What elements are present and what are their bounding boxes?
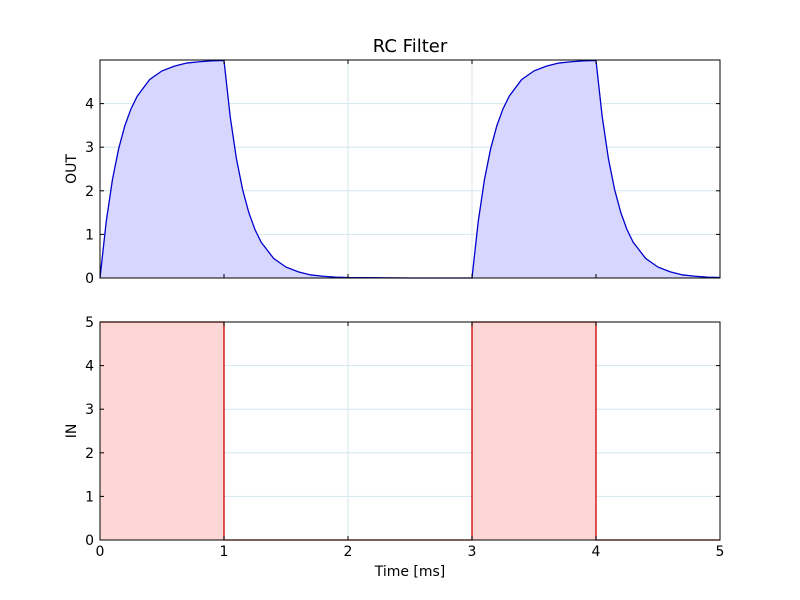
axes-out: 0 1 2 3 4 — [85, 59, 721, 287]
y-axis-label-in: IN — [64, 424, 80, 439]
in-ytick-label: 3 — [85, 402, 94, 418]
in-xtick-label: 1 — [220, 544, 229, 560]
in-xtick-label: 4 — [592, 544, 601, 560]
y-axis-label-out: OUT — [64, 154, 80, 184]
out-ytick-label: 4 — [85, 97, 94, 113]
chart-title: RC Filter — [373, 36, 448, 57]
in-xtick-label: 0 — [96, 544, 105, 560]
x-axis-label: Time [ms] — [374, 564, 446, 580]
out-ytick-label: 2 — [85, 184, 94, 200]
out-ytick-label: 3 — [85, 140, 94, 156]
in-ytick-label: 0 — [85, 533, 94, 549]
in-series-fill — [100, 322, 720, 540]
out-ytick-label: 0 — [85, 271, 94, 287]
out-series-fill — [100, 60, 720, 278]
in-ytick-label: 5 — [85, 315, 94, 331]
in-axes-frame — [99, 321, 721, 541]
in-ytick-label: 4 — [85, 359, 94, 375]
out-axes-frame — [99, 59, 721, 279]
in-series-line — [100, 321, 720, 541]
in-ytick-label: 2 — [85, 446, 94, 462]
out-ytick-label: 1 — [85, 227, 94, 243]
in-xtick-label: 5 — [716, 544, 725, 560]
in-xtick-label: 3 — [468, 544, 477, 560]
in-xtick-label: 2 — [344, 544, 353, 560]
axes-in: 0 1 2 3 4 5 0 1 2 3 4 5 — [85, 315, 724, 560]
in-ytick-label: 1 — [85, 489, 94, 505]
